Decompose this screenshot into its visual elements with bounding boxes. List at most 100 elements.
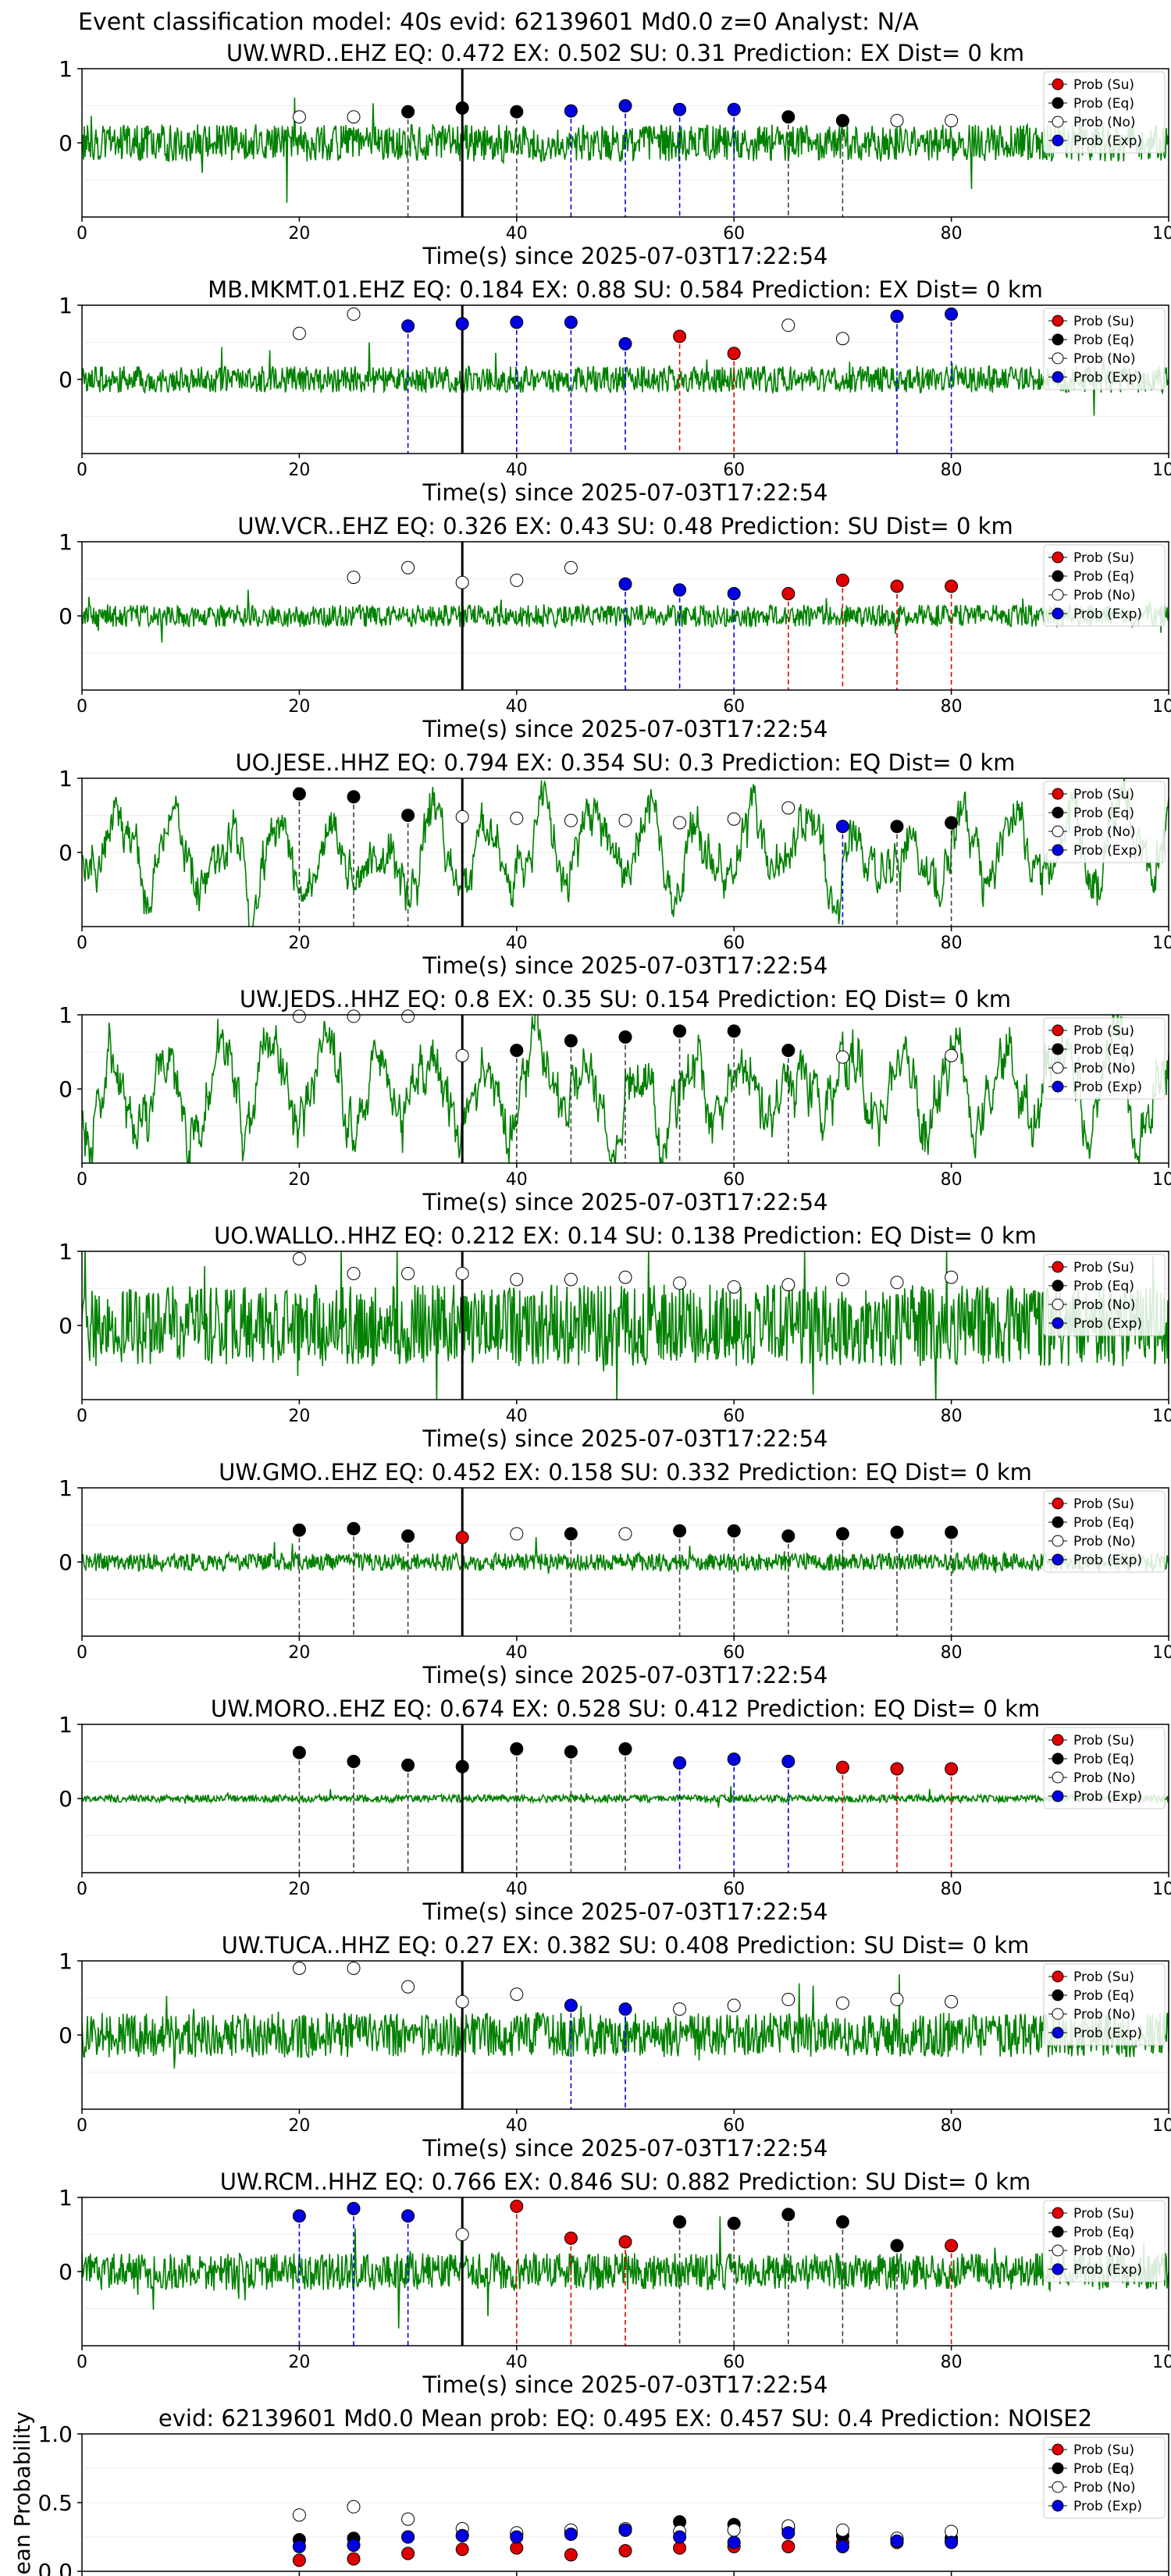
panel-title: UW.JEDS..HHZ EQ: 0.8 EX: 0.35 SU: 0.154 …	[240, 986, 1011, 1012]
x-axis-label: Time(s) since 2025-07-03T17:22:54	[422, 2371, 828, 2398]
mean-probability-point	[835, 2539, 849, 2553]
legend-entry: Prob (Exp)	[1073, 2026, 1142, 2041]
x-tick-label: 0	[77, 934, 87, 953]
legend-marker	[1052, 2443, 1064, 2456]
mean-probability-point	[781, 2526, 795, 2540]
probability-marker	[781, 587, 795, 600]
probability-marker	[835, 1527, 849, 1541]
probability-marker	[510, 1987, 524, 2001]
legend-box	[1043, 308, 1166, 390]
probability-marker	[890, 114, 904, 127]
legend-entry: Prob (Exp)	[1073, 1553, 1142, 1568]
x-axis-label: Time(s) since 2025-07-03T17:22:54	[422, 243, 828, 269]
probability-marker	[673, 1524, 687, 1538]
x-tick-label: 40	[506, 697, 528, 717]
legend-marker	[1052, 1317, 1064, 1329]
mean-probability-point	[510, 2530, 524, 2544]
legend-entry: Prob (Su)	[1073, 2443, 1134, 2458]
probability-marker	[673, 2215, 687, 2229]
x-tick-label: 0	[77, 1643, 87, 1663]
legend-entry: Prob (Exp)	[1073, 370, 1142, 386]
probability-marker	[292, 1009, 306, 1023]
legend-marker	[1052, 352, 1064, 365]
legend-entry: Prob (Exp)	[1073, 133, 1142, 149]
x-tick-label: 60	[723, 1170, 745, 1190]
legend-marker	[1052, 788, 1064, 800]
mean-probability-point	[835, 2523, 849, 2537]
y-tick-label: 1	[59, 1948, 73, 1974]
mean-probability-point	[347, 2539, 361, 2553]
legend-marker	[1052, 607, 1064, 620]
panel: UW.MORO..EHZ EQ: 0.674 EX: 0.528 SU: 0.4…	[59, 1695, 1171, 1925]
x-tick-label: 20	[288, 461, 310, 480]
probability-marker	[945, 1048, 959, 1062]
probability-marker	[510, 1527, 524, 1541]
probability-marker	[673, 1276, 687, 1290]
legend-entry: Prob (No)	[1073, 1297, 1136, 1313]
y-tick-label: 0	[59, 840, 73, 866]
y-tick-label: 1.0	[37, 2421, 73, 2447]
legend-entry: Prob (No)	[1073, 824, 1136, 840]
probability-marker	[510, 1272, 524, 1286]
legend-box	[1043, 1490, 1166, 1573]
x-tick-label: 80	[941, 224, 963, 244]
x-tick-label: 20	[288, 224, 310, 244]
probability-marker	[890, 820, 904, 834]
probability-marker	[727, 587, 741, 600]
legend-entry: Prob (No)	[1073, 1534, 1136, 1550]
panel: UW.TUCA..HHZ EQ: 0.27 EX: 0.382 SU: 0.40…	[59, 1932, 1171, 2161]
probability-marker	[945, 1525, 959, 1539]
legend-marker	[1052, 2226, 1064, 2238]
probability-marker	[292, 1745, 306, 1759]
probability-marker	[727, 1024, 741, 1038]
x-tick-label: 40	[506, 1880, 528, 1899]
legend-entry: Prob (Exp)	[1073, 2499, 1142, 2514]
panel-title: UO.WALLO..HHZ EQ: 0.212 EX: 0.14 SU: 0.1…	[214, 1222, 1037, 1249]
probability-marker	[618, 2002, 632, 2016]
legend-marker	[1052, 2207, 1064, 2219]
legend-box	[1043, 1017, 1166, 1100]
legend-box	[1043, 1254, 1166, 1336]
probability-marker	[727, 1524, 741, 1538]
probability-marker	[510, 811, 524, 825]
panel-title: UW.WRD..EHZ EQ: 0.472 EX: 0.502 SU: 0.31…	[226, 40, 1024, 66]
y-tick-label: 0	[59, 1786, 73, 1812]
x-tick-label: 40	[506, 2353, 528, 2372]
probability-marker	[510, 315, 524, 329]
legend-box	[1043, 2436, 1166, 2519]
legend-entry: Prob (Eq)	[1073, 1752, 1134, 1767]
mean-probability-point	[781, 2539, 795, 2553]
mean-probability-point	[292, 2508, 306, 2522]
probability-marker	[890, 1762, 904, 1776]
x-tick-label: 80	[941, 1407, 963, 1426]
legend-marker	[1052, 825, 1064, 838]
probability-marker	[727, 1280, 741, 1294]
probability-marker	[564, 104, 578, 118]
probability-marker	[618, 1527, 632, 1541]
probability-marker	[292, 326, 306, 340]
probability-marker	[510, 2199, 524, 2213]
legend-entry: Prob (Exp)	[1073, 1080, 1142, 1095]
x-axis-label: Time(s) since 2025-07-03T17:22:54	[422, 2135, 828, 2161]
probability-marker	[401, 1267, 415, 1280]
legend-marker	[1052, 1298, 1064, 1311]
x-tick-label: 60	[723, 2353, 745, 2372]
probability-marker	[727, 1752, 741, 1767]
probability-marker	[564, 1272, 578, 1286]
y-tick-label: 1	[59, 766, 73, 792]
y-tick-label: 0	[59, 2259, 73, 2285]
mean-probability-point	[727, 2535, 741, 2549]
x-tick-label: 20	[288, 2353, 310, 2372]
y-axis-label: Mean Probability	[9, 2411, 35, 2576]
probability-marker	[618, 577, 632, 591]
y-tick-label: 1	[59, 1239, 73, 1265]
mean-probability-point	[618, 2523, 632, 2537]
probability-marker	[401, 1529, 415, 1543]
x-tick-label: 0	[77, 697, 87, 717]
legend-entry: Prob (Eq)	[1073, 569, 1134, 585]
probability-marker	[347, 1521, 361, 1535]
probability-marker	[835, 114, 849, 127]
legend-entry: Prob (No)	[1073, 588, 1136, 603]
probability-marker	[455, 101, 469, 115]
probability-marker	[564, 560, 578, 575]
